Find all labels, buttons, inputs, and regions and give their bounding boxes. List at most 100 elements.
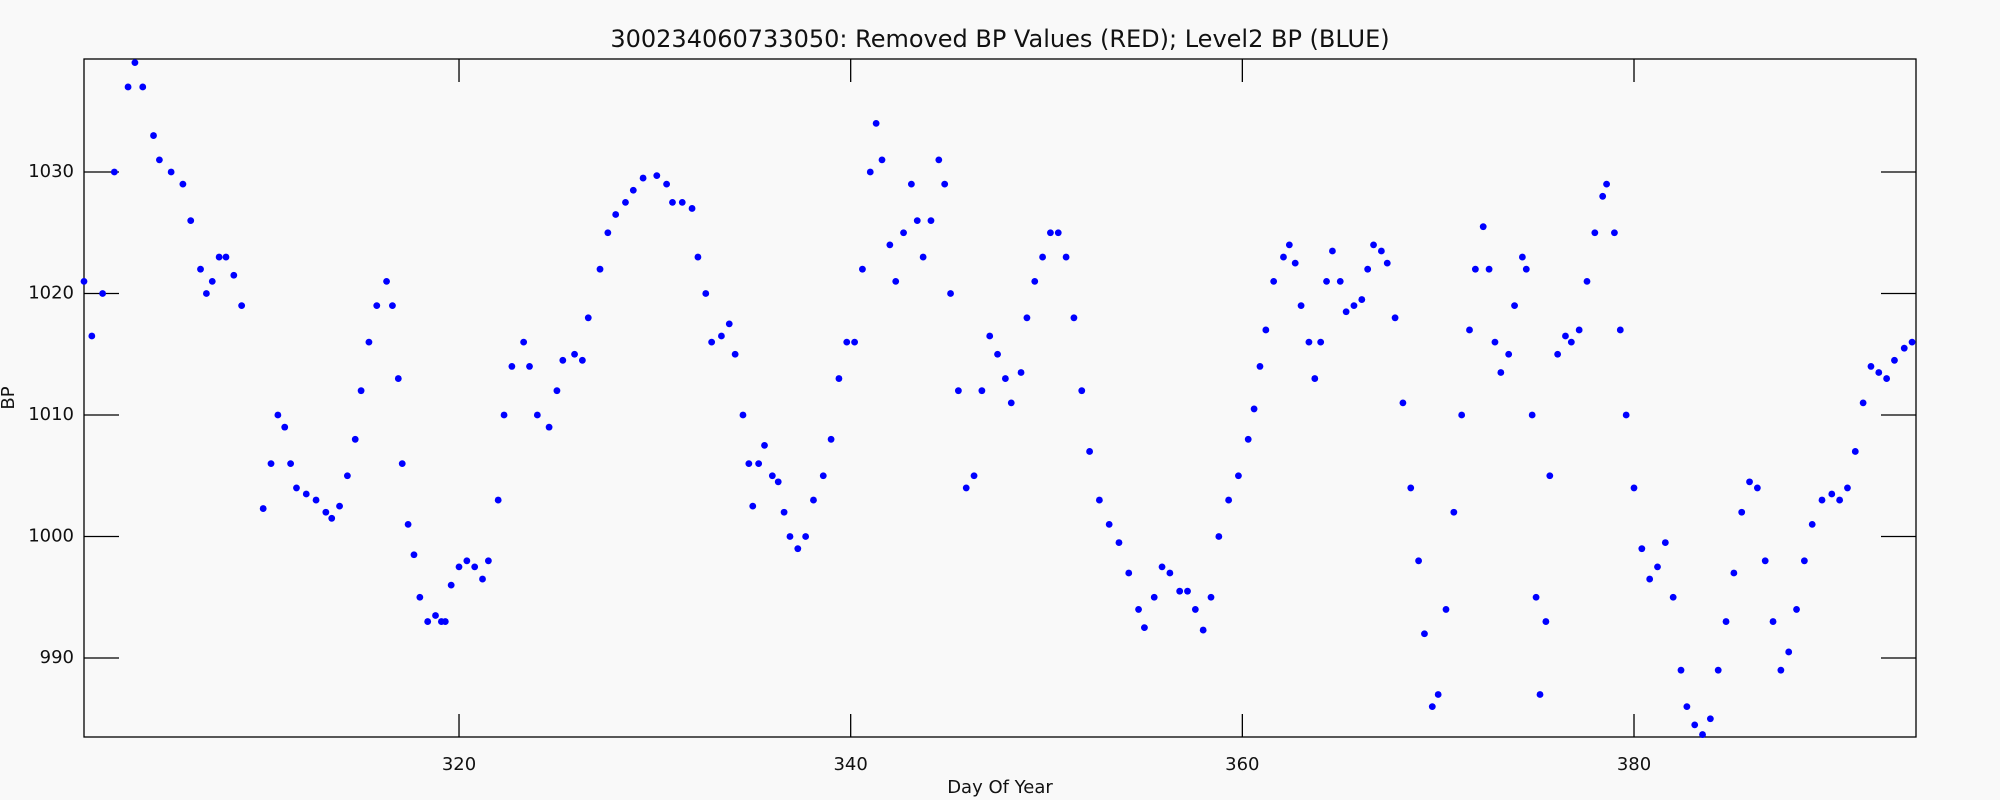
data-point [919, 253, 927, 261]
data-point [1062, 253, 1070, 261]
data-point [455, 563, 463, 571]
data-point [802, 533, 810, 540]
data-point [1225, 496, 1233, 504]
data-point [1262, 326, 1270, 334]
data-point [110, 168, 118, 176]
data-point [718, 332, 725, 340]
data-point [1730, 569, 1738, 577]
data-point [131, 59, 139, 67]
data-point [1070, 314, 1078, 322]
data-point [1115, 539, 1123, 546]
data-point [794, 545, 802, 553]
data-point [1567, 338, 1575, 346]
data-point [866, 168, 874, 176]
data-point [99, 290, 107, 297]
data-point [1471, 265, 1479, 273]
data-point [1199, 626, 1207, 634]
data-point [596, 265, 604, 273]
data-point [139, 83, 147, 91]
data-point [1722, 618, 1730, 625]
data-point [1125, 569, 1133, 577]
data-point [827, 435, 835, 443]
data-point [1031, 277, 1039, 285]
data-point [1342, 308, 1350, 316]
data-point [312, 496, 320, 504]
data-point [1323, 277, 1330, 285]
data-point [622, 198, 629, 206]
data-point [484, 557, 492, 565]
data-point [1677, 666, 1685, 674]
data-point [1364, 265, 1372, 273]
data-point [80, 277, 88, 285]
data-point [1785, 648, 1793, 656]
data-point [1844, 484, 1851, 492]
data-point [1859, 399, 1867, 407]
data-point [1428, 703, 1436, 711]
data-point [786, 533, 794, 540]
data-point [1442, 606, 1450, 613]
data-point [1047, 229, 1054, 237]
data-point [1207, 593, 1215, 601]
data-point [1883, 375, 1891, 382]
y-tick-label: 1030 [28, 161, 74, 182]
data-point [1875, 369, 1883, 376]
data-point [1646, 575, 1654, 583]
data-point [1001, 375, 1009, 382]
data-point [878, 156, 886, 164]
x-tick-label: 360 [1225, 754, 1259, 775]
data-point [653, 172, 661, 180]
data-point [1575, 326, 1583, 334]
data-point [1769, 618, 1777, 625]
data-point [150, 132, 157, 139]
data-point [1329, 247, 1336, 255]
data-point [755, 460, 763, 468]
data-point [935, 156, 943, 164]
data-point [1528, 411, 1536, 419]
data-point [978, 387, 986, 395]
data-point [1851, 448, 1859, 455]
data-point [571, 350, 578, 358]
data-point [1184, 587, 1191, 595]
data-point [479, 575, 486, 583]
data-point [1683, 703, 1691, 711]
data-point [1761, 557, 1769, 565]
data-point [1518, 253, 1526, 261]
data-point [1522, 265, 1530, 273]
data-point [843, 338, 851, 346]
data-point [954, 387, 962, 395]
data-point [780, 508, 788, 516]
data-point [1023, 314, 1031, 322]
data-point [1336, 277, 1344, 285]
data-point [768, 472, 776, 480]
data-point [274, 411, 282, 419]
data-point [1622, 411, 1630, 419]
data-point [1630, 484, 1638, 492]
data-point [639, 174, 647, 182]
data-point [688, 205, 696, 212]
data-point [1377, 247, 1385, 255]
data-point [1546, 472, 1554, 480]
data-point [155, 156, 163, 164]
data-point [886, 241, 894, 249]
data-point [208, 277, 216, 285]
data-point [1450, 508, 1458, 516]
y-tick-label: 990 [40, 647, 74, 668]
data-point [463, 557, 471, 565]
data-point [365, 338, 373, 346]
data-point [678, 198, 686, 206]
x-tick-label: 320 [442, 754, 476, 775]
data-point [1536, 691, 1544, 698]
data-point [604, 229, 612, 237]
data-point [1383, 259, 1391, 267]
data-point [694, 253, 702, 261]
data-point [1611, 229, 1618, 237]
data-point [559, 356, 567, 364]
x-axis-label: Day Of Year [947, 777, 1053, 798]
data-point [1311, 375, 1319, 382]
data-point [410, 551, 418, 559]
data-point [394, 375, 402, 382]
data-point [1407, 484, 1415, 492]
data-point [1317, 338, 1325, 346]
